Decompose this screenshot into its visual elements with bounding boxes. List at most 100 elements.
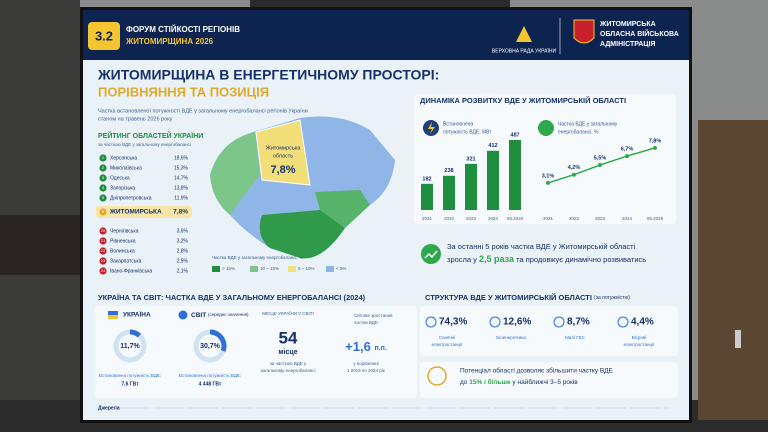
rating-list: 1 Херсонська 18,6% 2 Миколаївська 15,3% 3 Одесь… (96, 154, 192, 275)
rank-dot (99, 164, 107, 172)
badge-text: 3.2 (95, 28, 113, 43)
rating-subtitle: за часткою ВДЕ у загальному енергобаланс… (98, 142, 191, 147)
rank-dot (99, 247, 107, 255)
legend-label: > 15% (222, 266, 235, 271)
growth-value: +1,6 п.п. (345, 339, 387, 354)
growth-note: з 2019 по 2024 рік (347, 368, 385, 373)
structure-label: Біоенергетика (496, 335, 526, 340)
x-tick-label: 05.2026 (647, 216, 664, 221)
world-note: Встановлена потужність ВДЕ: (179, 373, 241, 378)
structure-value: 12,6% (503, 317, 531, 328)
rank-number: 21 (101, 238, 106, 243)
structure-label: Сонячні (439, 335, 456, 340)
region-value: 11,9% (174, 195, 188, 201)
bar (465, 163, 477, 210)
world-qualifier: (середнє значення) (208, 312, 249, 317)
donut-label: 11,7% (120, 343, 140, 350)
region-value: 2,1% (177, 268, 189, 274)
dynamics-note: зросла у 2,5 раза та продовжує динамічно… (447, 254, 646, 264)
bar-label: потужність ВДЕ, МВт (443, 129, 492, 135)
rank-number: 23 (101, 258, 106, 263)
x-tick-label: 2024 (622, 216, 633, 221)
potential-card (420, 362, 678, 398)
admin-name: АДМІНІСТРАЦІЯ (600, 41, 655, 48)
rank-number: 9 (102, 209, 105, 214)
legend-title: Частка ВДЕ у загальному енергобалансі, % (212, 255, 303, 260)
region-name: Херсонська (110, 155, 137, 161)
region-name: Волинська (110, 248, 135, 254)
map-region-west (210, 132, 260, 215)
rank-number: 20 (101, 228, 106, 233)
structure-label: Малі ГЕС (565, 335, 586, 340)
structure-icon (617, 316, 629, 328)
rank-title: МІСЦЕ УКРАЇНИ У СВІТІ (262, 310, 314, 316)
rank-number: 24 (101, 268, 106, 273)
region-emblem (573, 19, 595, 44)
rank-number: 22 (101, 248, 106, 253)
region-name: Івано-Франківська (110, 268, 152, 274)
structure-items: 74,3% Сонячні електростанції 12,6% Біоенерге… (425, 316, 655, 347)
rank-dot (99, 208, 107, 216)
potential-part: до (460, 379, 469, 386)
growth-note: у порівнянні (353, 361, 378, 366)
point-label: 5,5% (594, 155, 607, 161)
ukraine-name: УКРАЇНА (123, 311, 151, 319)
region-value: 7,8% (173, 209, 188, 216)
structure-qualifier: (за потужністю) (594, 295, 630, 301)
map-region-south (259, 210, 345, 259)
ceiling-beam (250, 0, 510, 10)
rank-number: 4 (102, 185, 105, 190)
legend-label: < 5% (336, 266, 346, 271)
bar-value: 412 (488, 143, 497, 149)
world-card (95, 306, 417, 398)
rank-dot (99, 267, 107, 275)
growth-arrow (424, 250, 438, 259)
x-tick-label: 2021 (422, 216, 433, 221)
region-value: 13,8% (174, 185, 189, 191)
region-value: 3,2% (177, 238, 189, 244)
map-region-label: Житомирська (266, 145, 302, 151)
growth-number: +1,6 (345, 339, 371, 354)
map-region-value: 7,8% (270, 164, 295, 176)
world-note: 4 448 ГВт (199, 381, 222, 387)
line-point (653, 145, 657, 150)
legend-swatch (212, 266, 220, 272)
globe (178, 310, 188, 320)
flag (108, 315, 118, 319)
potential-highlight: 15% і більше (469, 378, 511, 386)
region-value: 2,5% (177, 258, 189, 264)
region-name: Одеська (110, 175, 130, 181)
point-label: 6,7% (621, 147, 634, 153)
x-tick-label: 05.2026 (507, 216, 524, 221)
parliament-name: ВЕРХОВНА РАДА УКРАЇНИ (492, 47, 557, 54)
bar (487, 150, 499, 210)
potential-part: у найближчі 3–5 років (511, 378, 579, 386)
rank-dot (99, 237, 107, 245)
parliament-emblem (516, 26, 532, 42)
rank-number: 5 (102, 195, 105, 200)
structure-value: 4,4% (631, 317, 654, 328)
line-label: Частка ВДЕ у загальному (558, 121, 618, 127)
point-label: 7,8% (649, 138, 662, 144)
line-point (625, 154, 629, 159)
line-icon (538, 120, 554, 136)
rank-dot (99, 227, 107, 235)
admin-name: ОБЛАСНА ВІЙСЬКОВА (600, 29, 679, 38)
growth-title: частки ВДЕ (354, 320, 378, 325)
rank-number: 3 (102, 175, 105, 180)
region-value: 18,6% (174, 155, 189, 161)
note-part: зросла у (447, 255, 479, 264)
header-band (83, 10, 689, 60)
x-tick-label: 2023 (595, 216, 606, 221)
ukraine-note: 7,6 ГВт (121, 381, 139, 387)
line-point (572, 172, 576, 177)
region-value: 2,8% (177, 248, 189, 254)
structure-title: СТРУКТУРА ВДЕ У ЖИТОМИРСЬКІЙ ОБЛАСТІ (за… (425, 293, 630, 302)
growth-title: Світове зростання (354, 313, 393, 318)
flag (108, 311, 118, 315)
region-value: 3,6% (177, 228, 189, 234)
region-name: Рівненська (110, 238, 136, 244)
line-point (598, 163, 602, 168)
